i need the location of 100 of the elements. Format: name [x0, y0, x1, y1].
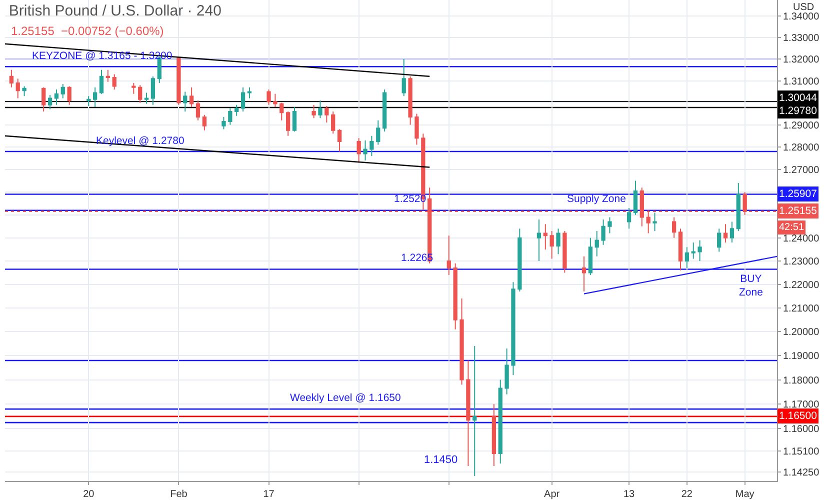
candlestick [222, 116, 226, 130]
ref-line-label: 1.30044 [779, 92, 818, 104]
candlestick [504, 348, 509, 395]
candlestick [588, 237, 593, 276]
candlestick [16, 78, 20, 99]
candlestick [370, 135, 374, 157]
candlestick [556, 228, 560, 255]
candlestick [138, 84, 142, 104]
y-tick-label: 1.29000 [783, 120, 820, 132]
candlestick [691, 242, 696, 260]
candlestick [672, 216, 676, 238]
candlestick [234, 104, 239, 116]
candlestick [99, 69, 104, 94]
candlestick [286, 111, 290, 136]
candlestick [112, 74, 116, 90]
candlestick [382, 89, 387, 132]
y-tick-label: 1.22000 [783, 280, 820, 291]
candlestick [402, 58, 406, 97]
y-tick-label: 1.14250 [783, 468, 820, 479]
x-tick-label: Feb [170, 489, 188, 500]
annotation: BUY Zone [739, 273, 764, 299]
candlestick [42, 86, 46, 112]
ref-line-label: 1.29780 [779, 105, 818, 117]
candlestick [742, 192, 747, 216]
candlestick [730, 221, 734, 244]
candlestick [652, 212, 657, 232]
candlestick [582, 256, 586, 292]
candlestick [92, 86, 98, 108]
candlestick [86, 96, 91, 106]
candlestick [363, 140, 368, 161]
text: 1.25155 −0.00752 (−0.60%) [11, 24, 164, 38]
candlestick [324, 105, 329, 124]
candlestick [633, 180, 638, 216]
candlestick [196, 100, 200, 121]
y-tick-label: 1.23000 [783, 256, 820, 268]
candlestick [460, 298, 464, 386]
ref-line-label: 1.16500 [779, 410, 818, 422]
x-tick-label: 20 [83, 489, 95, 500]
ref-line-label: 1.25155 [779, 205, 818, 217]
candlestick [48, 94, 52, 110]
candlestick [511, 282, 516, 376]
candlestick [408, 76, 412, 126]
candlestick [723, 224, 728, 244]
candlestick [684, 246, 690, 269]
candlestick [132, 82, 136, 94]
chart-title: British Pound / U.S. Dollar · 240 [8, 2, 222, 20]
x-tick-label: May [735, 489, 754, 500]
candlestick [22, 86, 26, 97]
candlestick [550, 230, 554, 260]
candlestick [376, 120, 380, 146]
candlestick [106, 69, 110, 82]
candlestick [60, 84, 65, 99]
candlestick [292, 106, 297, 132]
y-tick-label: 1.15100 [783, 446, 820, 458]
candlestick [453, 262, 458, 330]
candlestick [472, 346, 477, 476]
candlestick [536, 218, 542, 262]
annotation: Keylevel @ 1.2780 [96, 135, 184, 147]
y-tick-label: 1.34000 [783, 11, 820, 22]
x-tick-label: 13 [623, 489, 636, 500]
y-tick-label: 1.20000 [783, 327, 820, 338]
y-tick-label: 1.19000 [783, 351, 820, 362]
candlestick [717, 228, 722, 252]
y-tick-label: 1.31000 [783, 76, 820, 88]
candlestick [337, 128, 342, 152]
annotation: Weekly Level @ 1.1650 [290, 392, 402, 404]
y-tick-label: 1.24000 [783, 233, 820, 244]
annotation: 1.1450 [424, 454, 458, 466]
x-tick-label: 17 [263, 489, 275, 500]
y-tick-label: 1.33000 [783, 32, 820, 44]
candlestick [543, 224, 548, 250]
candlestick [312, 104, 316, 119]
candlestick [54, 89, 59, 106]
y-tick-label: 1.28000 [783, 142, 820, 154]
y-tick-label: 1.27000 [783, 164, 820, 176]
candlestick [466, 360, 470, 466]
y-axis-title: USD [793, 2, 814, 13]
candlestick [492, 404, 496, 466]
candlestick [446, 235, 451, 276]
candlestick [594, 230, 599, 257]
ref-line-label: 1.25907 [779, 188, 818, 200]
candlestick [626, 208, 632, 230]
candlestick [498, 379, 502, 464]
candlestick [608, 216, 612, 234]
candlestick [183, 91, 188, 112]
y-tick-label: 1.17000 [783, 400, 820, 411]
candlestick [189, 86, 194, 108]
candlestick [67, 86, 72, 106]
candlestick [9, 69, 14, 88]
annotation: Supply Zone [567, 193, 626, 205]
candlestick [356, 138, 361, 164]
candlestick [640, 187, 644, 227]
candlestick [331, 111, 336, 134]
candlestick [518, 228, 522, 292]
candlestick [562, 230, 567, 274]
candlestick [202, 114, 207, 131]
candlestick [414, 113, 419, 146]
candlestick [601, 218, 606, 246]
text: 42:51 [779, 222, 804, 233]
candlestick [280, 102, 284, 121]
